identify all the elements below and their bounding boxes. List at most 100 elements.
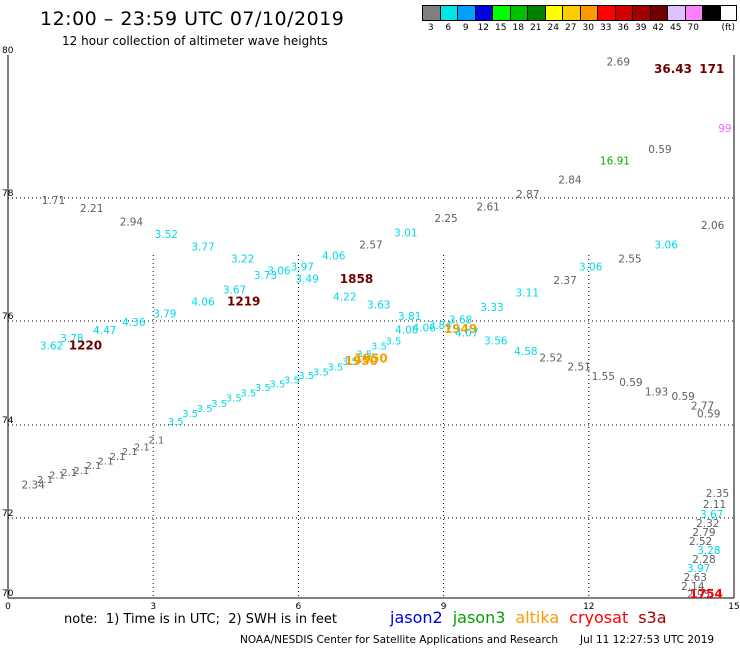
wave-height-label: 2.25 xyxy=(434,213,457,225)
wave-height-label: 3.77 xyxy=(191,241,214,253)
wave-height-label: 4.06 xyxy=(322,251,346,263)
wave-height-label: 0.59 xyxy=(619,377,642,389)
wave-height-label: 0.59 xyxy=(671,391,694,403)
wave-height-label: 2.95 xyxy=(687,589,710,601)
x-tick-label: 3 xyxy=(150,602,156,612)
track-mark: 3.5 xyxy=(197,404,213,415)
wave-height-label: 2.61 xyxy=(476,201,499,213)
wave-height-label: 2.35 xyxy=(706,488,729,500)
color-swatch xyxy=(545,6,563,20)
wave-height-label: 3.68 xyxy=(449,315,472,327)
x-tick-label: 9 xyxy=(441,602,447,612)
wave-height-label: 2.21 xyxy=(80,203,103,215)
track-mark: 3.5 xyxy=(313,368,329,379)
color-scale-labels: 3 6 9 12 15 18 21 24 27 30 33 36 39 42 45 70 (ft) xyxy=(422,23,737,33)
track-mark: 3.5 xyxy=(342,357,358,368)
wave-height-label: 0.59 xyxy=(648,144,671,156)
wave-height-label: 2.51 xyxy=(567,361,590,373)
wave-height-label: 3.06 xyxy=(267,265,291,277)
wave-height-label: 0.59 xyxy=(697,409,720,421)
color-scale-label: 15 xyxy=(495,23,507,33)
wave-height-label: 2.63 xyxy=(684,572,707,584)
wave-height-label: 3.97 xyxy=(291,262,314,274)
track-mark: 2.1 xyxy=(148,436,164,447)
track-mark: 3.5 xyxy=(211,399,227,410)
color-scale-label: 36 xyxy=(617,23,629,33)
mission-jason2: jason2 xyxy=(390,608,443,627)
x-tick-label: 15 xyxy=(728,602,739,612)
mission-legend: jason2 jason3 altika cryosat s3a xyxy=(390,608,667,627)
wave-height-label: 2.52 xyxy=(539,353,562,365)
wave-height-label: 3.81 xyxy=(398,311,421,323)
page-title: 12:00 – 23:59 UTC 07/10/2019 xyxy=(40,8,345,30)
color-scale-label: 12 xyxy=(477,23,489,33)
wave-height-label: 3.63 xyxy=(367,300,390,312)
wave-height-label: 3.33 xyxy=(480,302,503,314)
mission-jason3: jason3 xyxy=(452,608,506,627)
wave-height-label: 4.58 xyxy=(514,346,537,358)
track-mark: 2.1 xyxy=(110,452,126,463)
track-mark: 3.5 xyxy=(298,371,314,382)
track-mark: 3.5 xyxy=(386,336,402,347)
wave-height-label: 4.07 xyxy=(455,328,478,340)
wave-height-label: 4.08 xyxy=(395,324,418,336)
wave-height-label: 3.56 xyxy=(484,335,508,347)
track-mark: 3.5 xyxy=(226,394,242,405)
wave-height-label: 2.87 xyxy=(516,189,539,201)
color-scale-label: 21 xyxy=(530,23,542,33)
track-mark: 2.1 xyxy=(73,466,89,477)
wave-height-label: 1.55 xyxy=(592,371,615,383)
wave-height-label: 3.84 xyxy=(429,320,453,332)
color-scale-label: 70 xyxy=(687,23,699,33)
mission-altika: altika xyxy=(515,608,560,627)
note-text: note: 1) Time is in UTC; 2) SWH is in fe… xyxy=(64,612,337,627)
wave-height-label: 1.71 xyxy=(42,195,65,207)
mission-cryosat: cryosat xyxy=(569,608,629,627)
wave-height-label: 2.79 xyxy=(692,527,715,539)
track-mark: 3.5 xyxy=(269,380,285,391)
color-swatch xyxy=(633,6,651,20)
track-mark: 2.1 xyxy=(61,468,77,479)
wave-height-label: 3.97 xyxy=(687,563,710,575)
color-swatch xyxy=(440,6,458,20)
color-swatch xyxy=(510,6,528,20)
wave-height-label: 1950 xyxy=(345,354,378,368)
wave-height-label: 3.62 xyxy=(40,341,63,353)
wave-height-label: 3.22 xyxy=(231,254,254,266)
wave-height-label: 4.06 xyxy=(413,322,437,334)
color-swatch xyxy=(493,6,511,20)
wave-height-label: 1858 xyxy=(340,272,373,286)
color-swatch xyxy=(475,6,493,20)
wave-height-label: 1.93 xyxy=(645,386,668,398)
track-mark: 2.1 xyxy=(85,461,101,472)
track-mark: 2.1 xyxy=(37,475,53,486)
color-swatch xyxy=(668,6,686,20)
track-mark: 3.5 xyxy=(255,383,271,394)
color-scale-label: 27 xyxy=(565,23,577,33)
wave-height-label: 1219 xyxy=(227,295,260,309)
timestamp-text: Jul 11 12:27:53 UTC 2019 xyxy=(580,634,715,646)
wave-height-label: 2.06 xyxy=(701,220,725,232)
wave-height-label: 1950 xyxy=(354,352,387,366)
y-tick-label: 72 xyxy=(2,509,13,519)
wave-height-label: 3.28 xyxy=(697,545,720,557)
track-mark: 2.1 xyxy=(98,457,114,468)
track-mark: 3.5 xyxy=(327,362,343,373)
track-mark: 2.1 xyxy=(49,470,65,481)
wave-height-label: 2.55 xyxy=(618,254,641,266)
wave-height-label: 1754 xyxy=(689,587,722,601)
wave-height-labels: 2.69 36.43 171 99 0.59 16.91 2.84 2.87 1.71 2.21 2… xyxy=(21,57,731,601)
x-tick-label: 6 xyxy=(296,602,302,612)
wave-height-label: 3.01 xyxy=(394,228,417,240)
wave-height-label: 2.34 xyxy=(21,480,45,492)
color-scale-label: 6 xyxy=(445,23,452,33)
wave-height-label: 3.11 xyxy=(516,287,539,299)
wave-height-label: 2.14 xyxy=(681,581,705,593)
wave-height-label: 2.32 xyxy=(696,518,719,530)
wave-height-label: 3.73 xyxy=(254,270,277,282)
wave-height-label: 2.52 xyxy=(689,536,712,548)
color-swatch xyxy=(563,6,581,20)
wave-height-label: 99 xyxy=(718,123,731,135)
credit-text: NOAA/NESDIS Center for Satellite Applica… xyxy=(240,634,558,646)
wave-height-label: 171 xyxy=(699,62,724,76)
